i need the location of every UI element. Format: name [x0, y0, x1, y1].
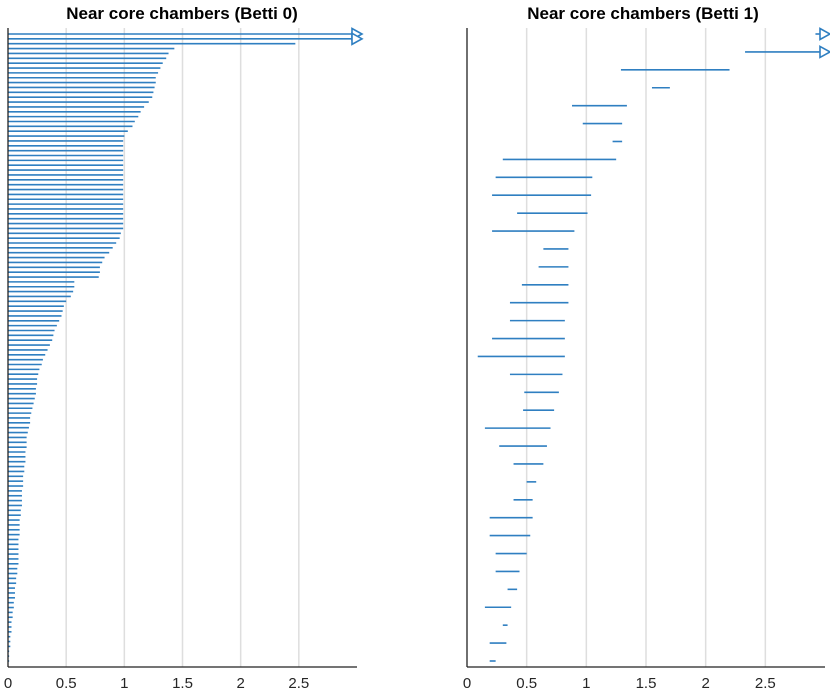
x-tick-label: 2.5 — [288, 675, 309, 692]
betti-1-panel: Near core chambers (Betti 1) 0 0.5 1 1.5 2 2.… — [463, 4, 830, 692]
x-tick-labels: 0 0.5 1 1.5 2 2.5 — [463, 675, 776, 692]
betti-0-panel: Near core chambers (Betti 0) 0 0.5 1 1.5 2 2.… — [4, 4, 364, 692]
grid-lines — [525, 28, 767, 667]
x-tick-label: 0.5 — [516, 675, 537, 692]
grid-lines — [65, 28, 300, 667]
x-tick-label: 1 — [120, 675, 128, 692]
infinity-arrow — [819, 45, 830, 59]
chart-title: Near core chambers (Betti 1) — [527, 4, 758, 23]
x-tick-label: 2 — [236, 675, 244, 692]
x-tick-label: 2.5 — [755, 675, 776, 692]
x-tick-label: 0.5 — [56, 675, 77, 692]
chart-title: Near core chambers (Betti 0) — [66, 4, 297, 23]
axes — [466, 28, 825, 668]
axes — [7, 28, 357, 668]
infinity-arrow — [351, 32, 364, 46]
x-tick-label: 0 — [463, 675, 471, 692]
x-tick-label: 1.5 — [636, 675, 657, 692]
barcode-bars — [477, 27, 830, 662]
x-tick-label: 2 — [701, 675, 709, 692]
x-tick-label: 1.5 — [172, 675, 193, 692]
x-tick-label: 1 — [582, 675, 590, 692]
x-tick-labels: 0 0.5 1 1.5 2 2.5 — [4, 675, 309, 692]
infinity-arrow — [819, 27, 830, 41]
x-tick-label: 0 — [4, 675, 12, 692]
barcode-bars — [8, 27, 364, 662]
